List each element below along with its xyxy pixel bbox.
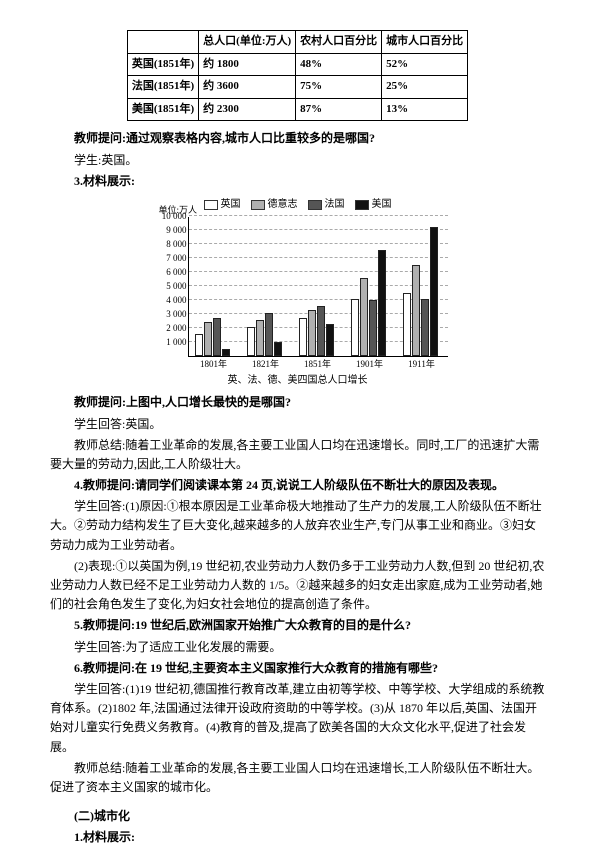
cell: 87%	[296, 98, 382, 121]
bar	[412, 265, 420, 356]
chart-caption: 英、法、德、美四国总人口增长	[158, 373, 438, 389]
bar	[204, 322, 212, 356]
ytick-label: 5 000	[159, 279, 187, 293]
ytick-label: 1 000	[159, 335, 187, 349]
table-row: 法国(1851年) 约 3600 75% 25%	[127, 76, 467, 99]
ytick-label: 2 000	[159, 321, 187, 335]
bar-group	[351, 250, 391, 356]
legend-swatch	[355, 200, 369, 210]
bar	[369, 300, 377, 356]
th-urban: 城市人口百分比	[382, 31, 468, 54]
cell: 约 1800	[199, 53, 296, 76]
chart-xlabels: 1801年1821年1851年1901年1911年	[188, 357, 448, 371]
cell: 48%	[296, 53, 382, 76]
bar	[351, 299, 359, 356]
population-table: 总人口(单位:万人) 农村人口百分比 城市人口百分比 英国(1851年) 约 1…	[127, 30, 468, 121]
ytick-label: 7 000	[159, 251, 187, 265]
bar	[378, 250, 386, 356]
cell: 约 3600	[199, 76, 296, 99]
legend-swatch	[204, 200, 218, 210]
cell: 13%	[382, 98, 468, 121]
xtick-label: 1851年	[292, 357, 344, 371]
chart-legend: 英国 德意志 法国 美国	[158, 197, 438, 213]
student-answer-5: 学生回答:为了适应工业化发展的需要。	[50, 638, 545, 657]
bar	[265, 313, 273, 356]
bar-group	[247, 313, 287, 356]
bar	[403, 293, 411, 356]
student-answer-4b: (2)表现:①以英国为例,19 世纪初,农业劳动力人数仍多于工业劳动力人数,但到…	[50, 557, 545, 615]
cell: 法国(1851年)	[127, 76, 198, 99]
ytick-label: 3 000	[159, 307, 187, 321]
bar	[222, 349, 230, 356]
student-answer-2: 学生回答:英国。	[50, 415, 545, 434]
bar	[317, 306, 325, 356]
bar	[430, 227, 438, 356]
bar	[299, 318, 307, 356]
th-rural: 农村人口百分比	[296, 31, 382, 54]
table-row: 美国(1851年) 约 2300 87% 13%	[127, 98, 467, 121]
teacher-question-4: 4.教师提问:请同学们阅读课本第 24 页,说说工人阶级队伍不断壮大的原因及表现…	[50, 476, 545, 495]
gridline	[189, 215, 448, 216]
cell: 25%	[382, 76, 468, 99]
bar	[360, 278, 368, 356]
material-3-label: 3.材料展示:	[50, 172, 545, 191]
teacher-summary-1: 教师总结:随着工业革命的发展,各主要工业国人口均在迅速增长。同时,工厂的迅速扩大…	[50, 436, 545, 474]
teacher-question-5: 5.教师提问:19 世纪后,欧洲国家开始推广大众教育的目的是什么?	[50, 616, 545, 635]
legend-item: 法国	[308, 197, 345, 213]
bar	[247, 327, 255, 356]
th-total: 总人口(单位:万人)	[199, 31, 296, 54]
xtick-label: 1901年	[344, 357, 396, 371]
ytick-label: 4 000	[159, 293, 187, 307]
cell: 美国(1851年)	[127, 98, 198, 121]
legend-swatch	[251, 200, 265, 210]
table-header-row: 总人口(单位:万人) 农村人口百分比 城市人口百分比	[127, 31, 467, 54]
th-blank	[127, 31, 198, 54]
cell: 52%	[382, 53, 468, 76]
population-table-wrap: 总人口(单位:万人) 农村人口百分比 城市人口百分比 英国(1851年) 约 1…	[50, 30, 545, 121]
student-answer-4a: 学生回答:(1)原因:①根本原因是工业革命极大地推动了生产力的发展,工人阶级队伍…	[50, 497, 545, 555]
cell: 约 2300	[199, 98, 296, 121]
bar-chart-wrap: 英国 德意志 法国 美国 单位:万人 1 0002 0003 0004 0005 00…	[50, 197, 545, 389]
xtick-label: 1821年	[240, 357, 292, 371]
legend-label: 德意志	[268, 197, 298, 213]
xtick-label: 1911年	[396, 357, 448, 371]
legend-item: 美国	[355, 197, 392, 213]
teacher-question-1: 教师提问:通过观察表格内容,城市人口比重较多的是哪国?	[50, 129, 545, 148]
teacher-summary-2: 教师总结:随着工业革命的发展,各主要工业国人口均在迅速增长,工人阶级队伍不断壮大…	[50, 759, 545, 797]
teacher-question-2: 教师提问:上图中,人口增长最快的是哪国?	[50, 393, 545, 412]
ytick-label: 8 000	[159, 237, 187, 251]
chart-plot: 单位:万人 1 0002 0003 0004 0005 0006 0007 00…	[188, 217, 448, 357]
bar	[308, 310, 316, 356]
legend-item: 英国	[204, 197, 241, 213]
bar	[213, 318, 221, 356]
material-1-label: 1.材料展示:	[50, 828, 545, 847]
cell: 75%	[296, 76, 382, 99]
bar	[326, 324, 334, 356]
legend-label: 美国	[372, 197, 392, 213]
table-row: 英国(1851年) 约 1800 48% 52%	[127, 53, 467, 76]
student-answer-1: 学生:英国。	[50, 151, 545, 170]
bar-group	[299, 306, 339, 356]
bar	[256, 320, 264, 356]
student-answer-6: 学生回答:(1)19 世纪初,德国推行教育改革,建立由初等学校、中等学校、大学组…	[50, 680, 545, 757]
legend-label: 英国	[221, 197, 241, 213]
bar	[421, 299, 429, 356]
ytick-label: 9 000	[159, 223, 187, 237]
section-heading-2: (二)城市化	[50, 807, 545, 826]
teacher-question-6: 6.教师提问:在 19 世纪,主要资本主义国家推行大众教育的措施有哪些?	[50, 659, 545, 678]
legend-label: 法国	[325, 197, 345, 213]
bar-chart: 英国德意志法国美国 单位:万人 1 0002 0003 0004 0005 00…	[158, 197, 438, 389]
bar-group	[195, 318, 235, 356]
cell: 英国(1851年)	[127, 53, 198, 76]
bar	[274, 342, 282, 356]
bar	[195, 334, 203, 356]
ytick-label: 10 000	[159, 209, 187, 223]
bar-group	[403, 227, 443, 356]
legend-swatch	[308, 200, 322, 210]
ytick-label: 6 000	[159, 265, 187, 279]
legend-item: 德意志	[251, 197, 298, 213]
xtick-label: 1801年	[188, 357, 240, 371]
